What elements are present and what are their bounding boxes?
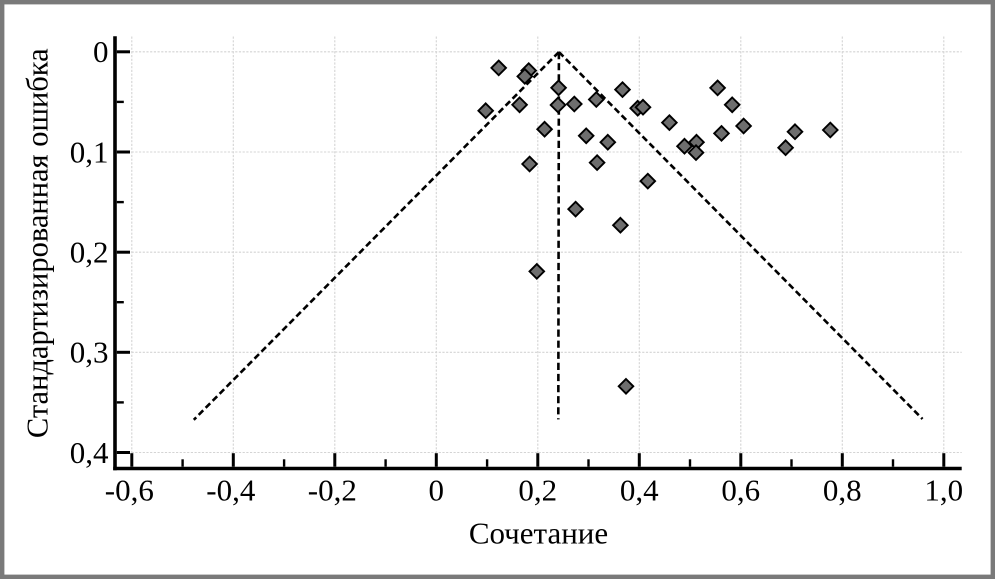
svg-text:0,1: 0,1 [70, 134, 109, 169]
svg-text:Стандартизированная ошибка: Стандартизированная ошибка [21, 48, 55, 438]
svg-text:0,2: 0,2 [518, 473, 557, 508]
svg-text:-0,2: -0,2 [308, 473, 357, 508]
svg-text:0: 0 [429, 473, 445, 508]
svg-text:0,3: 0,3 [70, 335, 109, 370]
svg-text:0: 0 [93, 34, 109, 69]
svg-text:0,2: 0,2 [70, 235, 109, 270]
svg-text:-0,6: -0,6 [105, 473, 154, 508]
svg-text:0,6: 0,6 [721, 473, 760, 508]
svg-text:0,4: 0,4 [70, 435, 109, 470]
svg-text:-0,4: -0,4 [206, 473, 256, 508]
svg-text:Сочетание: Сочетание [469, 515, 608, 550]
svg-text:0,8: 0,8 [823, 473, 862, 508]
svg-text:0,4: 0,4 [620, 473, 659, 508]
svg-text:1,0: 1,0 [924, 473, 963, 508]
